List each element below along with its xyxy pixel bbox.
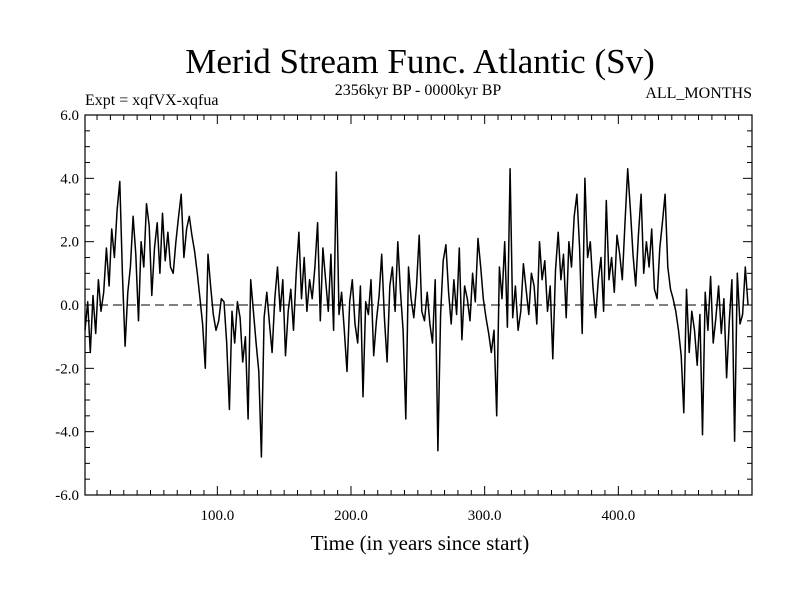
x-tick-label: 400.0	[601, 508, 635, 524]
x-tick-label: 300.0	[468, 508, 502, 524]
x-axis-label: Time (in years since start)	[311, 531, 530, 555]
x-tick-label: 200.0	[334, 508, 368, 524]
y-tick-label: 4.0	[60, 171, 79, 187]
y-tick-label: 2.0	[60, 235, 79, 251]
chart-title: Merid Stream Func. Atlantic (Sv)	[185, 42, 655, 81]
y-tick-label: 0.0	[60, 298, 79, 314]
y-tick-label: -2.0	[55, 361, 79, 377]
series-line	[84, 168, 749, 458]
y-tick-label: 6.0	[60, 108, 79, 124]
axis-ticks: -6.0 -4.0 -2.0 0.0 2.0 4.0 6.0 100.0 200.0 300.0 4…	[55, 108, 752, 524]
time-range-label: 2356kyr BP - 0000kyr BP	[335, 82, 502, 99]
plot-frame	[84, 114, 753, 496]
series-layer	[84, 168, 749, 458]
y-tick-label: -6.0	[55, 488, 79, 504]
months-label: ALL_MONTHS	[645, 85, 752, 102]
experiment-label: Expt = xqfVX-xqfua	[85, 92, 218, 109]
x-tick-label: 100.0	[200, 508, 234, 524]
y-tick-label: -4.0	[55, 425, 79, 441]
